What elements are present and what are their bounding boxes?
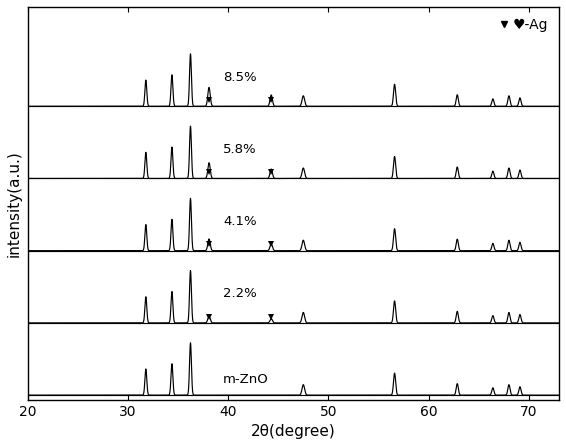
- Text: 8.5%: 8.5%: [223, 70, 257, 84]
- Text: 5.8%: 5.8%: [223, 143, 257, 156]
- Y-axis label: intensity(a.u.): intensity(a.u.): [7, 150, 22, 256]
- Legend: ♥-Ag: ♥-Ag: [494, 12, 554, 37]
- Text: 2.2%: 2.2%: [223, 287, 257, 300]
- Text: m-ZnO: m-ZnO: [223, 373, 269, 386]
- Text: 4.1%: 4.1%: [223, 215, 257, 228]
- X-axis label: 2θ(degree): 2θ(degree): [251, 424, 336, 439]
